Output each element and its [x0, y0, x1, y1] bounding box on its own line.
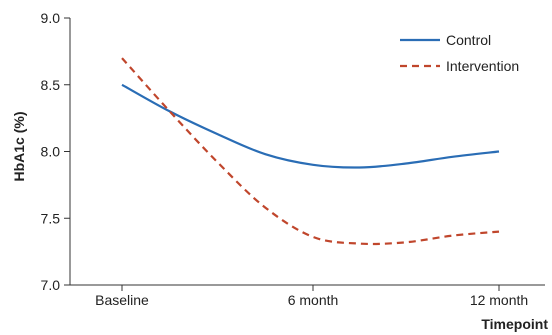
y-tick-label: 7.5 [41, 210, 61, 226]
x-ticks: Baseline 6 month 12 month [95, 285, 528, 308]
y-tick-label: 8.0 [41, 144, 61, 160]
legend-label-intervention: Intervention [446, 58, 519, 74]
series-line-intervention [121, 57, 500, 246]
legend: Control Intervention [400, 32, 519, 74]
series-line-control [121, 83, 500, 169]
y-tick-label: 8.5 [41, 77, 61, 93]
legend-label-control: Control [446, 32, 491, 48]
x-axis-title: Timepoint [481, 316, 548, 332]
y-ticks: 7.0 7.5 8.0 8.5 9.0 [41, 10, 70, 293]
y-tick-label: 7.0 [41, 277, 61, 293]
x-tick-label: Baseline [95, 292, 149, 308]
series-lines [121, 57, 500, 246]
x-tick-label: 6 month [288, 292, 339, 308]
y-axis-title: HbA1c (%) [11, 111, 27, 181]
y-tick-label: 9.0 [41, 10, 61, 26]
x-tick-label: 12 month [470, 292, 528, 308]
